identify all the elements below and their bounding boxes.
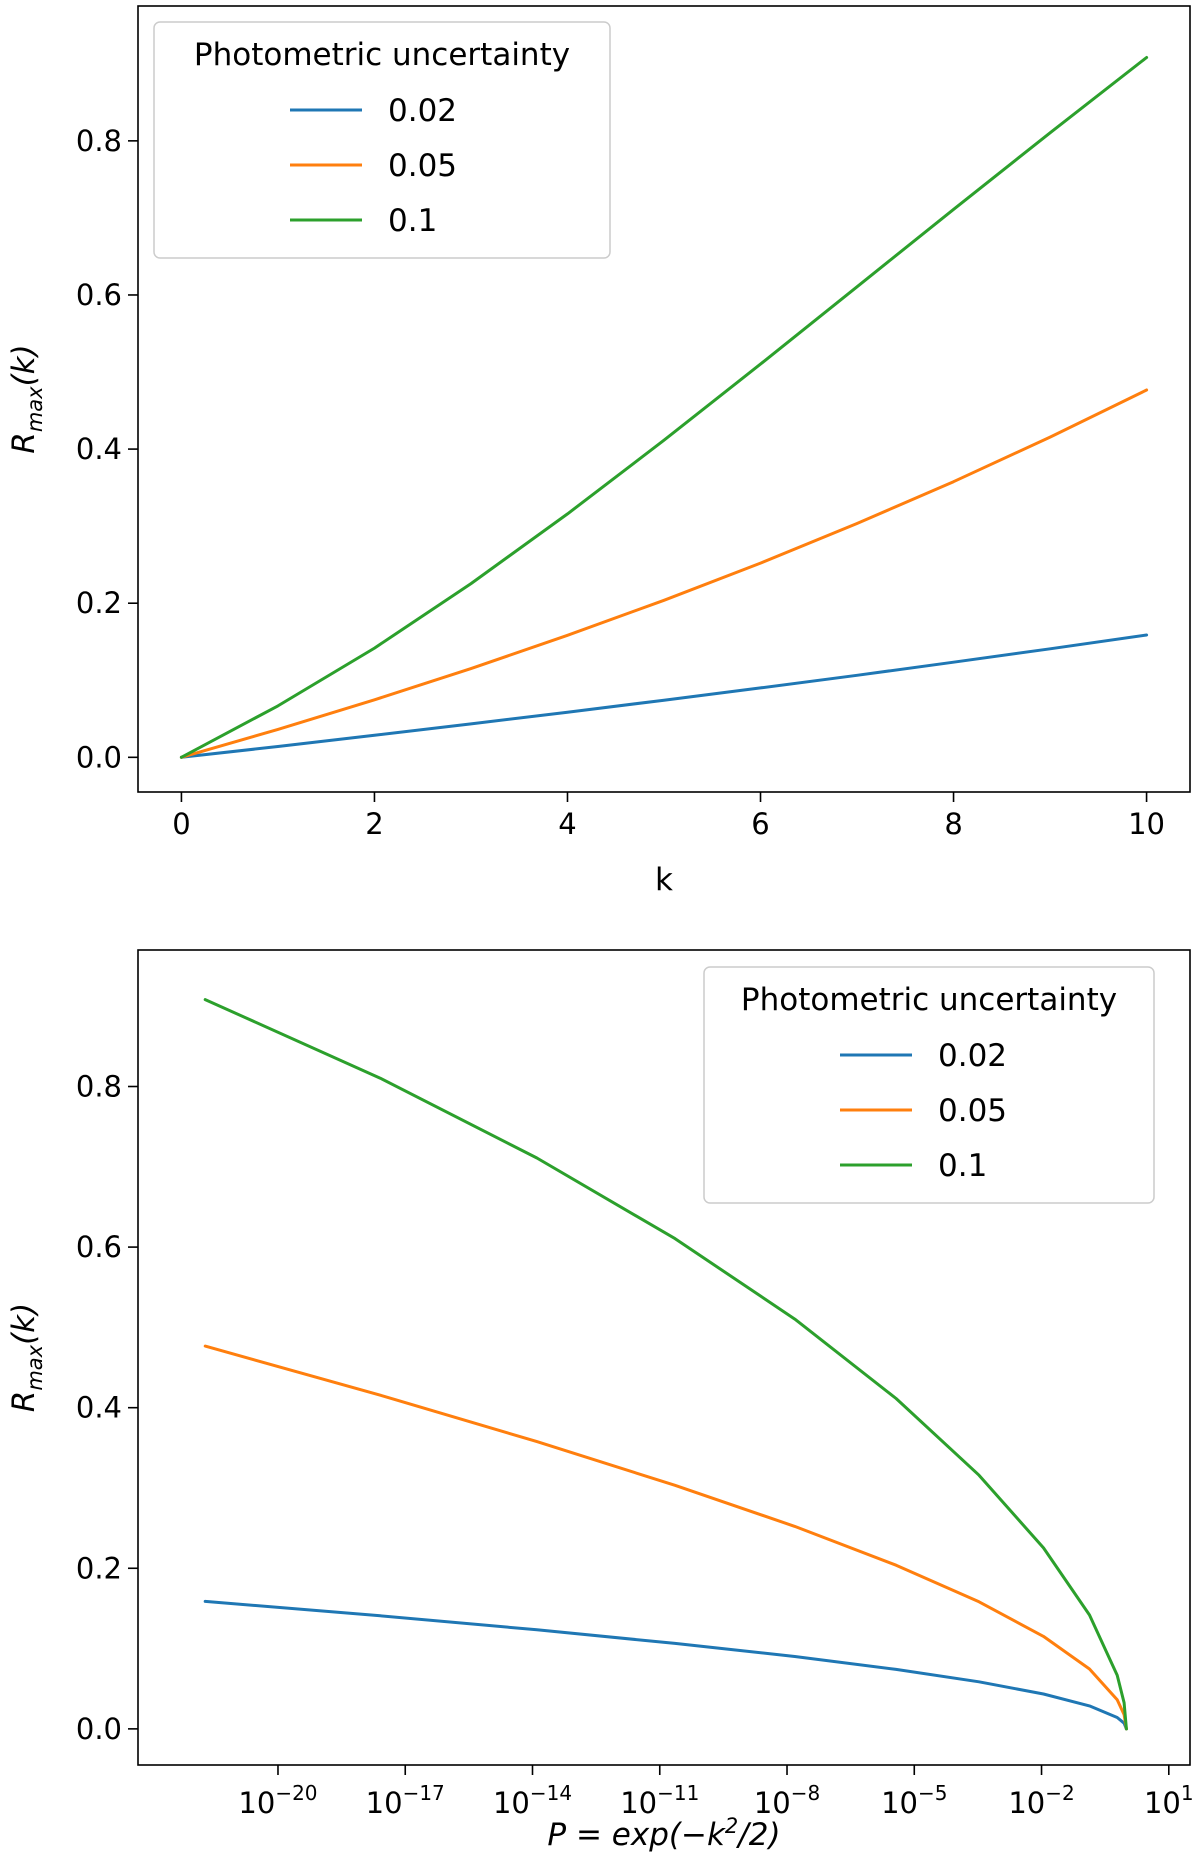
legend-title: Photometric uncertainty [194, 37, 570, 73]
legend-label: 0.05 [938, 1093, 1007, 1129]
x-tick-label: 2 [365, 807, 383, 841]
y-axis-label-main: R [6, 432, 42, 454]
x-axis-label-pre: P = exp(−k [547, 1817, 726, 1852]
series-line-0.1 [203, 998, 1128, 1731]
y-axis-label-arg: (k) [6, 344, 42, 386]
y-tick-label: 0.4 [76, 1391, 122, 1425]
x-tick-label: 10−17 [366, 1781, 445, 1820]
x-tick-exponent: −2 [1045, 1781, 1074, 1805]
x-tick-exponent: −8 [791, 1781, 820, 1805]
plot-frame [137, 5, 1191, 793]
x-axis-label-post: /2) [735, 1817, 780, 1852]
y-tick-label: 0.4 [76, 432, 122, 466]
x-tick-base: 10 [754, 1786, 791, 1820]
x-tick-exponent: −11 [657, 1781, 699, 1805]
y-tick-label: 0.8 [76, 124, 122, 158]
x-tick-label: 10 [1128, 807, 1165, 841]
y-axis-label-arg: (k) [6, 1303, 42, 1345]
series-line-0.05 [203, 1344, 1128, 1731]
x-tick-base: 10 [493, 1786, 530, 1820]
x-tick-base: 10 [238, 1786, 275, 1820]
x-tick-base: 10 [1008, 1786, 1045, 1820]
x-tick-exponent: −17 [403, 1781, 445, 1805]
legend-label: 0.02 [388, 93, 457, 129]
legend-label: 0.05 [388, 148, 457, 184]
y-tick-label: 0.6 [76, 278, 122, 312]
legend-box [703, 966, 1155, 1204]
x-tick-label: 101 [1144, 1781, 1194, 1820]
y-axis-label-sub: max [23, 1344, 47, 1390]
y-axis-label-main: R [6, 1391, 42, 1413]
series-line-0.02 [203, 1599, 1128, 1731]
x-tick-label: 8 [944, 807, 962, 841]
legend-label: 0.1 [938, 1148, 987, 1184]
y-tick-label: 0.2 [76, 586, 122, 620]
y-tick-label: 0.8 [76, 1070, 122, 1104]
x-tick-exponent: −20 [275, 1781, 317, 1805]
x-tick-label: 10−11 [620, 1781, 699, 1820]
legend: Photometric uncertainty 0.02 0.05 0.1 [153, 21, 611, 259]
x-axis-label: k [655, 862, 673, 898]
legend-box [153, 21, 611, 259]
legend-title: Photometric uncertainty [741, 982, 1117, 1018]
series-line-0.02 [179, 633, 1149, 759]
x-tick-label: 4 [558, 807, 576, 841]
y-tick-label: 0.6 [76, 1230, 122, 1264]
y-axis-label: Rmax(k) [6, 344, 47, 453]
x-axis-label-sup: 2 [725, 1814, 738, 1838]
x-tick-exponent: 1 [1181, 1781, 1194, 1805]
x-tick-label: 0 [172, 807, 190, 841]
x-tick-exponent: −14 [530, 1781, 572, 1805]
plot-frame [137, 949, 1191, 1766]
x-tick-label: 6 [751, 807, 769, 841]
x-tick-label: 10−5 [881, 1781, 947, 1820]
legend-label: 0.02 [938, 1038, 1007, 1074]
y-tick-label: 0.0 [76, 740, 122, 774]
series-line-0.05 [179, 388, 1149, 759]
x-axis-label: P = exp(−k2/2) [547, 1814, 780, 1852]
y-axis-label-sub: max [23, 386, 47, 432]
x-tick-base: 10 [1144, 1786, 1181, 1820]
chart-1: 0.0 0.2 0.4 0.6 0.8 0 2 4 6 8 10 k Rmax(k) Photometri… [6, 5, 1191, 898]
x-tick-base: 10 [881, 1786, 918, 1820]
series-line-0.1 [179, 56, 1149, 759]
x-tick-base: 10 [366, 1786, 403, 1820]
y-axis-label: Rmax(k) [6, 1303, 47, 1412]
x-tick-base: 10 [620, 1786, 657, 1820]
chart-2: 0.00.20.40.60.810−20 10−17 10−14 10−11 10−8 1… [6, 949, 1194, 1852]
x-tick-label: 10−2 [1008, 1781, 1074, 1820]
x-tick-exponent: −5 [918, 1781, 947, 1805]
x-tick-label: 10−14 [493, 1781, 572, 1820]
legend: Photometric uncertainty 0.02 0.05 0.1 [703, 966, 1155, 1204]
x-tick-label: 10−20 [238, 1781, 317, 1820]
y-tick-label: 0.0 [76, 1712, 122, 1746]
y-tick-label: 0.2 [76, 1551, 122, 1585]
x-tick-label: 10−8 [754, 1781, 820, 1820]
legend-label: 0.1 [388, 203, 437, 239]
